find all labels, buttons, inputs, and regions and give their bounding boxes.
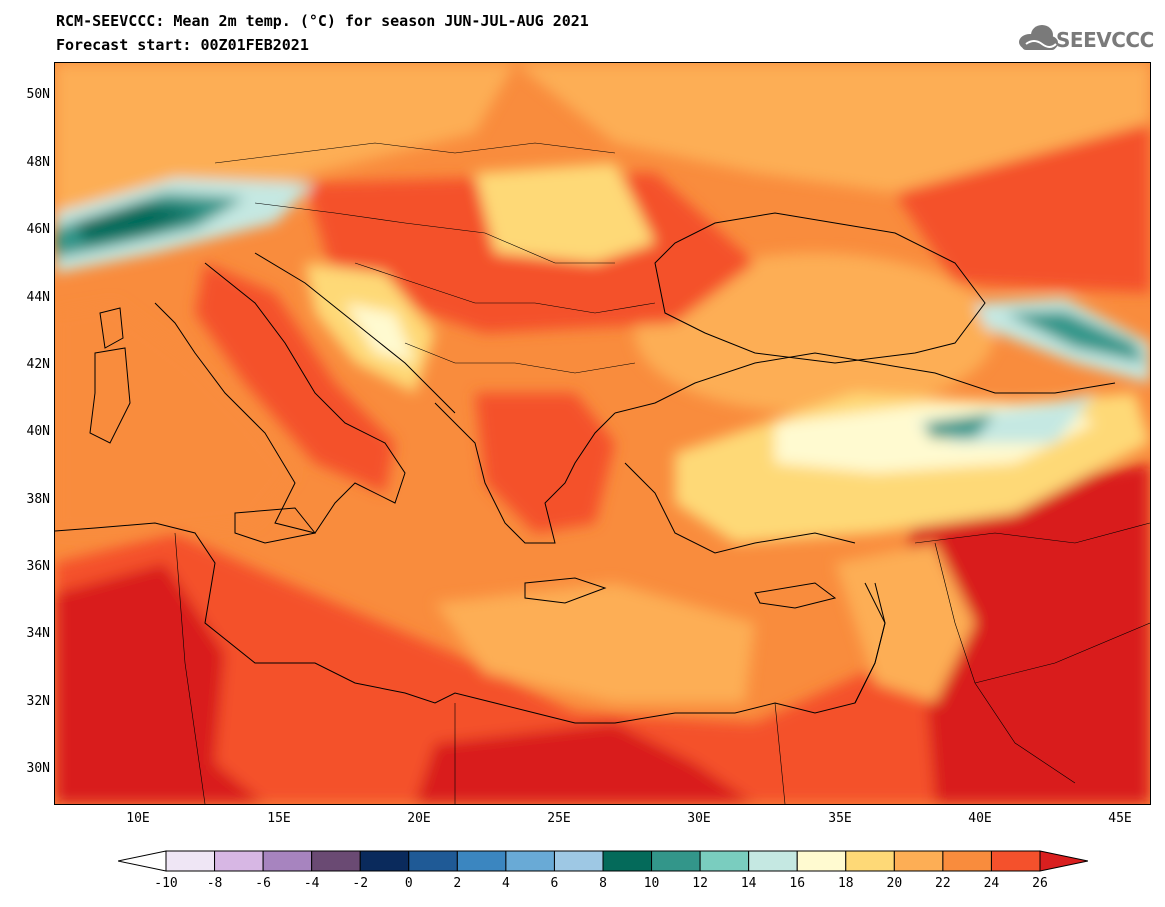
coast-cyprus bbox=[754, 582, 837, 609]
coast-greece bbox=[434, 402, 616, 544]
lat-label-36n: 36N bbox=[26, 559, 50, 574]
lat-label-46n: 46N bbox=[26, 222, 50, 237]
colorbar-label: 0 bbox=[404, 876, 413, 891]
lat-label-32n: 32N bbox=[26, 694, 50, 709]
colorbar-label: 4 bbox=[501, 876, 510, 891]
lat-label-48n: 48N bbox=[26, 155, 50, 170]
field-italy bbox=[195, 263, 395, 493]
coast-north-africa bbox=[55, 522, 886, 724]
lat-label-34n: 34N bbox=[26, 626, 50, 641]
lat-label-38n: 38N bbox=[26, 492, 50, 507]
colorbar-label: -4 bbox=[303, 876, 320, 891]
coast-levant bbox=[854, 582, 886, 704]
lat-label-40n: 40N bbox=[26, 424, 50, 439]
colorbar-swatch bbox=[796, 850, 847, 872]
coast-corsica bbox=[99, 307, 124, 349]
colorbar-swatch bbox=[553, 850, 604, 872]
colorbar-label: -8 bbox=[206, 876, 223, 891]
colorbar-swatch bbox=[748, 850, 798, 872]
forecast-start-label: Forecast start: 00Z01FEB2021 bbox=[56, 36, 309, 54]
lon-label-45e: 45E bbox=[1108, 811, 1132, 826]
field-alps-core bbox=[75, 203, 205, 243]
colorbar-label: -2 bbox=[352, 876, 369, 891]
lat-label-30n: 30N bbox=[26, 761, 50, 776]
lat-label-44n: 44N bbox=[26, 290, 50, 305]
coast-italy bbox=[154, 262, 406, 534]
colorbar-label: 14 bbox=[740, 876, 757, 891]
colorbar-swatch bbox=[408, 850, 458, 872]
field-carpathian bbox=[475, 163, 655, 263]
field-anatolia-core bbox=[925, 413, 995, 438]
field-hotter-east bbox=[895, 463, 1150, 804]
colorbar-label: 24 bbox=[983, 876, 1000, 891]
colorbar bbox=[118, 850, 1088, 872]
lon-label-30e: 30E bbox=[687, 811, 711, 826]
lon-label-35e: 35E bbox=[828, 811, 852, 826]
colorbar-label: -10 bbox=[154, 876, 178, 891]
colorbar-label: 20 bbox=[886, 876, 903, 891]
colorbar-swatch bbox=[214, 850, 264, 872]
coastlines bbox=[55, 212, 1116, 724]
map-title: RCM-SEEVCCC: Mean 2m temp. (°C) for seas… bbox=[56, 12, 589, 30]
colorbar-swatch bbox=[893, 850, 944, 872]
field-hotter-southwest bbox=[55, 563, 265, 804]
colorbar-swatch bbox=[311, 850, 361, 872]
coast-sicily bbox=[234, 507, 316, 544]
colorbar-swatch bbox=[845, 850, 895, 872]
lon-label-20e: 20E bbox=[407, 811, 431, 826]
coast-sardinia bbox=[89, 347, 131, 444]
colorbar-swatch bbox=[1039, 850, 1088, 872]
field-hot-southcenter bbox=[415, 723, 755, 804]
colorbar-swatch bbox=[602, 850, 653, 872]
colorbar-swatch bbox=[456, 850, 507, 872]
colorbar-label: 16 bbox=[789, 876, 806, 891]
field-aegean bbox=[475, 393, 615, 533]
borders bbox=[174, 142, 1150, 804]
colorbar-swatch bbox=[359, 850, 410, 872]
field-north-upper bbox=[515, 63, 1150, 193]
colorbar-swatch bbox=[651, 850, 701, 872]
field-northeast-hot bbox=[895, 123, 1150, 293]
lon-label-15e: 15E bbox=[267, 811, 291, 826]
colorbar-swatch bbox=[262, 850, 313, 872]
lat-label-42n: 42N bbox=[26, 357, 50, 372]
colorbar-swatch bbox=[699, 850, 750, 872]
lon-label-10e: 10E bbox=[126, 811, 150, 826]
colorbar-swatch bbox=[118, 850, 167, 872]
colorbar-label: 2 bbox=[453, 876, 462, 891]
coast-black-sea bbox=[654, 212, 986, 364]
temperature-map bbox=[54, 62, 1151, 805]
colorbar-label: 6 bbox=[550, 876, 559, 891]
lon-label-25e: 25E bbox=[547, 811, 571, 826]
colorbar-label: 12 bbox=[692, 876, 708, 891]
map-canvas bbox=[55, 63, 1150, 804]
seevccc-logo bbox=[1019, 25, 1058, 50]
lat-label-50n: 50N bbox=[26, 87, 50, 102]
field-italy-west bbox=[55, 303, 295, 533]
colorbar-swatch bbox=[165, 850, 216, 872]
colorbar-label: -6 bbox=[255, 876, 271, 891]
logo-text: SEEVCCC bbox=[1056, 28, 1154, 52]
lon-label-40e: 40E bbox=[968, 811, 992, 826]
field-caucasus-core bbox=[1005, 311, 1145, 363]
field-hot-south bbox=[55, 483, 1150, 804]
coast-crete bbox=[524, 577, 607, 604]
field-sea-center bbox=[435, 583, 755, 703]
colorbar-swatch bbox=[990, 850, 1041, 872]
colorbar-swatch bbox=[942, 850, 992, 872]
colorbar-label: 18 bbox=[837, 876, 854, 891]
colorbar-swatch bbox=[505, 850, 555, 872]
field-levant bbox=[835, 543, 975, 703]
field-balkans-light bbox=[345, 303, 415, 363]
colorbar-label: 10 bbox=[643, 876, 660, 891]
colorbar-label: 22 bbox=[935, 876, 951, 891]
colorbar-label: 8 bbox=[599, 876, 607, 891]
coast-turkey bbox=[614, 352, 1116, 554]
colorbar-label: 26 bbox=[1032, 876, 1048, 891]
coast-adriatic bbox=[254, 252, 456, 414]
